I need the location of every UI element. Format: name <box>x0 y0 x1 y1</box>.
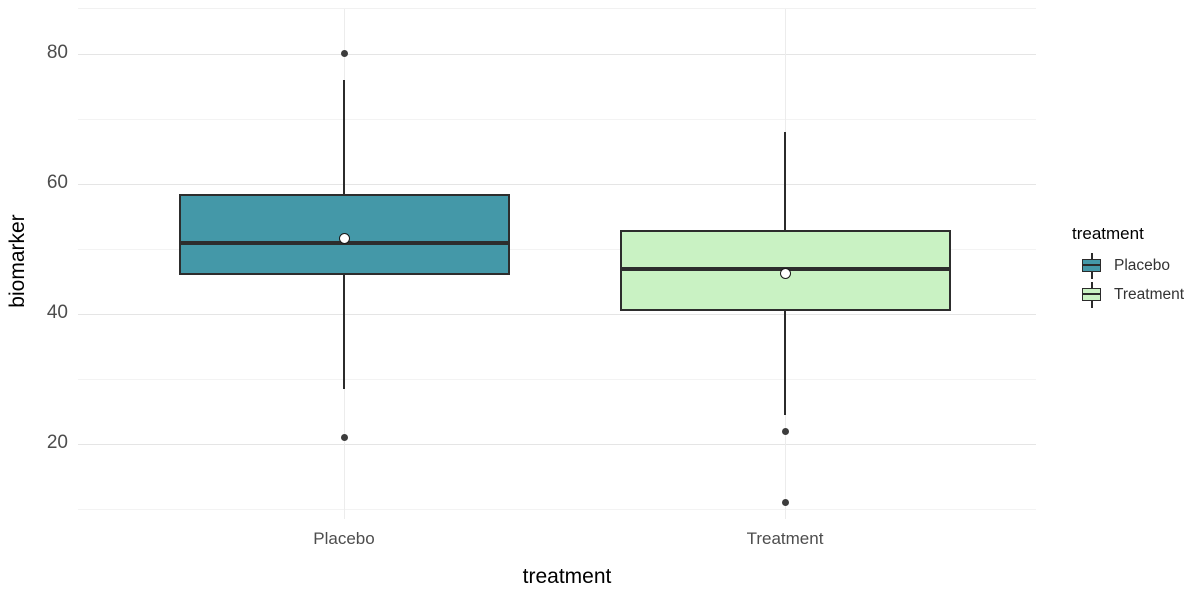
outlier-point-treatment <box>781 499 789 507</box>
key-median-line <box>1083 264 1100 266</box>
x-axis-title: treatment <box>522 565 612 588</box>
legend-entries: Placebo Treatment <box>1072 251 1184 309</box>
plot-panel <box>78 8 1036 519</box>
outlier-point-treatment <box>781 427 789 435</box>
minor-gridline <box>78 509 1036 511</box>
y-tick-label-60: 60 <box>46 171 68 193</box>
y-axis-title: biomarker <box>6 214 29 308</box>
minor-gridline <box>78 118 1036 120</box>
mean-point-treatment <box>779 267 791 279</box>
legend: treatment Placebo Treatment <box>1072 224 1184 309</box>
x-tick-label-placebo: Placebo <box>313 529 375 548</box>
outlier-point-placebo <box>340 50 348 58</box>
y-tick-label-80: 80 <box>46 41 68 63</box>
key-box <box>1082 258 1101 272</box>
legend-title: treatment <box>1072 224 1144 243</box>
legend-entry-label: Placebo <box>1114 256 1171 274</box>
mean-point-placebo <box>338 233 350 245</box>
legend-entry-placebo: Placebo <box>1072 251 1184 280</box>
key-box <box>1082 287 1101 301</box>
y-tick-label-20: 20 <box>46 432 68 454</box>
key-median-line <box>1083 293 1100 295</box>
major-gridline <box>78 53 1036 55</box>
minor-gridline <box>78 249 1036 251</box>
y-tick-label-40: 40 <box>46 302 68 324</box>
minor-gridline <box>78 379 1036 381</box>
legend-entry-treatment: Treatment <box>1072 280 1184 309</box>
major-gridline <box>78 314 1036 316</box>
x-tick-label-treatment: Treatment <box>746 529 824 548</box>
major-gridline <box>78 183 1036 185</box>
box-placebo <box>178 193 510 276</box>
legend-entry-label: Treatment <box>1114 285 1185 303</box>
major-gridline <box>78 444 1036 446</box>
boxplot-key-icon <box>1081 281 1103 308</box>
boxplot-key-icon <box>1081 252 1103 279</box>
outlier-point-placebo <box>340 434 348 442</box>
